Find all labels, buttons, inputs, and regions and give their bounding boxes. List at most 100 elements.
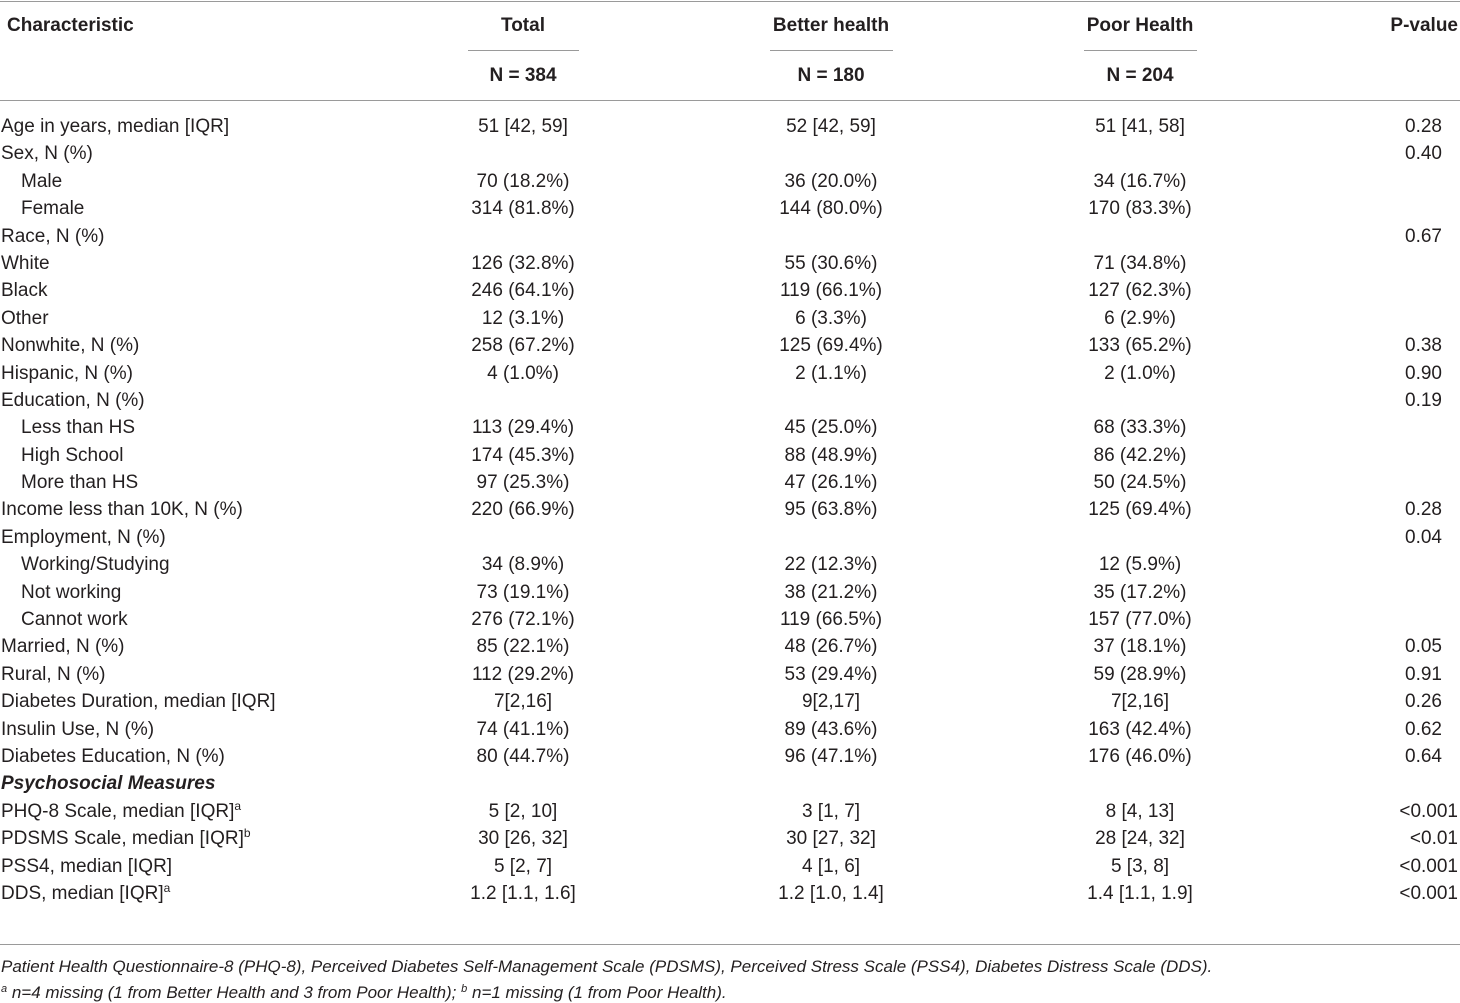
table-header-row: Characteristic Total Better health Poor … <box>0 15 1460 45</box>
cell-better: 52 [42, 59] <box>786 116 876 137</box>
cell-p-value: 0.91 <box>1405 663 1442 685</box>
cell-p-value: <0.001 <box>1399 855 1458 877</box>
table-row: Income less than 10K, N (%) 220 (66.9%) 95… <box>0 496 1460 523</box>
cell-p-value: 0.19 <box>1405 389 1442 411</box>
cell-total: 30 [26, 32] <box>478 828 568 850</box>
cell-p-value: 0.38 <box>1405 335 1442 357</box>
cell-poor: 5 [3, 8] <box>1110 855 1170 877</box>
cell-poor: 51 [41, 58] <box>1095 116 1185 137</box>
table-row: Cannot work 276 (72.1%) 119 (66.5%) 157 (77… <box>0 606 1460 633</box>
cell-poor: 28 [24, 32] <box>1095 828 1185 850</box>
cell-better: 36 (20.0%) <box>784 170 878 192</box>
header-p-value: P-value <box>1390 15 1458 36</box>
table-body: Age in years, median [IQR] 51 [42, 59] 52 … <box>0 113 1460 907</box>
footnote-abbreviations: Patient Health Questionnaire-8 (PHQ-8), … <box>1 957 1213 976</box>
table-top-rule <box>0 1 1460 2</box>
row-label: Female <box>21 198 85 220</box>
cell-total: 74 (41.1%) <box>476 718 570 740</box>
cell-better: 45 (25.0%) <box>784 417 878 439</box>
cell-poor: 127 (62.3%) <box>1088 280 1192 302</box>
row-label: Diabetes Education, N (%) <box>1 745 225 767</box>
table-row: PDSMS Scale, median [IQR]b 30 [26, 32] 30 … <box>0 825 1460 852</box>
header-total: Total <box>501 15 545 36</box>
cell-total: 70 (18.2%) <box>476 170 570 192</box>
header-characteristic: Characteristic <box>7 15 134 36</box>
section-row: Psychosocial Measures <box>0 770 1460 797</box>
cell-p-value: 0.26 <box>1405 691 1442 713</box>
cell-total: 5 [2, 7] <box>493 855 553 877</box>
cell-total: 12 (3.1%) <box>481 307 565 329</box>
table-bottom-rule <box>0 944 1460 945</box>
table-row: More than HS 97 (25.3%) 47 (26.1%) 50 (24.5… <box>0 469 1460 496</box>
table-row: Not working 73 (19.1%) 38 (21.2%) 35 (17.2%… <box>0 579 1460 606</box>
row-label: Hispanic, N (%) <box>1 362 133 384</box>
cell-poor: 7[2,16] <box>1110 691 1170 713</box>
cell-better: 55 (30.6%) <box>784 252 878 274</box>
table-row: White 126 (32.8%) 55 (30.6%) 71 (34.8%) <box>0 250 1460 277</box>
table-row: Nonwhite, N (%) 258 (67.2%) 125 (69.4%) 133… <box>0 332 1460 359</box>
cell-poor: 125 (69.4%) <box>1088 499 1192 521</box>
row-label-superscript: a <box>234 798 242 813</box>
cell-poor: 2 (1.0%) <box>1104 362 1176 384</box>
cell-better: 6 (3.3%) <box>795 307 867 329</box>
cell-better: 22 (12.3%) <box>784 554 878 576</box>
row-label: Cannot work <box>21 609 128 631</box>
cell-better: 3 [1, 7] <box>801 800 861 822</box>
cell-poor: 163 (42.4%) <box>1088 718 1192 740</box>
footnote-sup-a: a <box>1 983 8 995</box>
table-row: Sex, N (%) 0.40 <box>0 140 1460 167</box>
cell-total: 174 (45.3%) <box>471 444 575 466</box>
cell-total: 51 [42, 59] <box>478 116 568 137</box>
table-row: Race, N (%) 0.67 <box>0 223 1460 250</box>
table-row: Rural, N (%) 112 (29.2%) 53 (29.4%) 59 (28.… <box>0 661 1460 688</box>
cell-p-value: 0.40 <box>1405 143 1442 165</box>
cell-poor: 37 (18.1%) <box>1093 636 1187 658</box>
table-row: Hispanic, N (%) 4 (1.0%) 2 (1.1%) 2 (1.0%) 0… <box>0 360 1460 387</box>
cell-better: 30 [27, 32] <box>786 828 876 850</box>
row-label: More than HS <box>21 472 139 494</box>
row-label: Male <box>21 170 63 192</box>
cell-better: 53 (29.4%) <box>784 663 878 685</box>
n-better-health: N = 180 <box>797 65 865 86</box>
cell-better: 9[2,17] <box>801 691 861 713</box>
row-label: Not working <box>21 581 122 603</box>
footnote-sup-b: b <box>461 983 468 995</box>
row-label: Race, N (%) <box>1 225 105 247</box>
table-header-rule <box>0 100 1460 101</box>
table-row: Employment, N (%) 0.04 <box>0 524 1460 551</box>
cell-better: 2 (1.1%) <box>795 362 867 384</box>
cell-total: 276 (72.1%) <box>471 609 575 631</box>
table-row: Female 314 (81.8%) 144 (80.0%) 170 (83.3%) <box>0 195 1460 222</box>
row-label: High School <box>21 444 124 466</box>
table-row: Male 70 (18.2%) 36 (20.0%) 34 (16.7%) <box>0 168 1460 195</box>
row-label: Diabetes Duration, median [IQR] <box>1 691 276 713</box>
cell-better: 144 (80.0%) <box>779 198 883 220</box>
cell-total: 5 [2, 10] <box>488 800 558 822</box>
cell-better: 47 (26.1%) <box>784 472 878 494</box>
cell-poor: 34 (16.7%) <box>1093 170 1187 192</box>
cell-better: 95 (63.8%) <box>784 499 878 521</box>
cell-better: 38 (21.2%) <box>784 581 878 603</box>
table-row: PHQ-8 Scale, median [IQR]a 5 [2, 10] 3 [1,… <box>0 798 1460 825</box>
cell-total: 97 (25.3%) <box>476 472 570 494</box>
n-total: N = 384 <box>489 65 557 86</box>
cell-total: 126 (32.8%) <box>471 252 575 274</box>
cell-p-value: 0.67 <box>1405 225 1442 247</box>
cell-better: 4 [1, 6] <box>801 855 861 877</box>
cell-total: 73 (19.1%) <box>476 581 570 603</box>
table-row: Working/Studying 34 (8.9%) 22 (12.3%) 12 (5… <box>0 551 1460 578</box>
cell-poor: 71 (34.8%) <box>1093 252 1187 274</box>
cell-poor: 6 (2.9%) <box>1104 307 1176 329</box>
cell-better: 125 (69.4%) <box>779 335 883 357</box>
table-row: DDS, median [IQR]a 1.2 [1.1, 1.6] 1.2 [1.0… <box>0 880 1460 907</box>
cell-p-value: <0.01 <box>1409 828 1458 850</box>
cell-total: 113 (29.4%) <box>471 417 575 439</box>
cell-poor: 1.4 [1.1, 1.9] <box>1087 882 1193 904</box>
row-label: PSS4, median [IQR] <box>1 855 173 877</box>
cell-poor: 50 (24.5%) <box>1093 472 1187 494</box>
header-better-underline <box>770 50 893 51</box>
cell-poor: 12 (5.9%) <box>1098 554 1182 576</box>
cell-p-value: 0.62 <box>1405 718 1442 740</box>
table-row: Diabetes Education, N (%) 80 (44.7%) 96 (4… <box>0 743 1460 770</box>
cell-better: 1.2 [1.0, 1.4] <box>778 882 884 904</box>
